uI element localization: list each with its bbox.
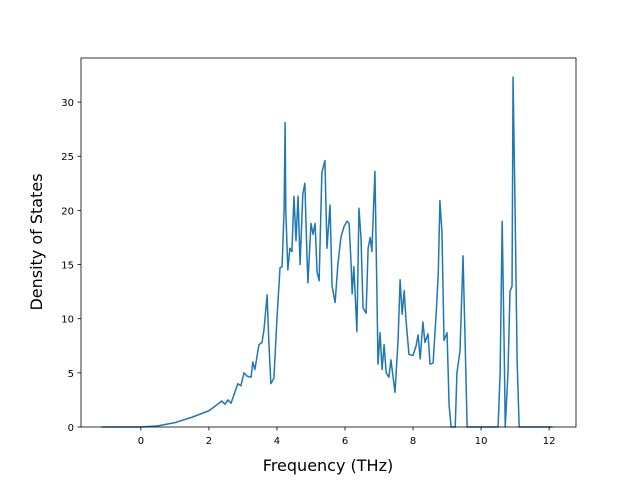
y-tick-label: 10 xyxy=(61,315,74,326)
y-tick-label: 0 xyxy=(68,423,74,434)
line xyxy=(101,76,553,428)
x-tick-label: 12 xyxy=(543,436,556,447)
x-tick-label: 0 xyxy=(138,436,144,447)
y-tick-label: 30 xyxy=(61,98,74,109)
x-tick-label: 4 xyxy=(274,436,280,447)
x-axis-label: Frequency (THz) xyxy=(263,456,393,475)
x-tick-label: 6 xyxy=(342,436,348,447)
x-tick-label: 10 xyxy=(475,436,488,447)
y-axis-label: Density of States xyxy=(27,173,46,310)
y-tick-label: 15 xyxy=(61,261,74,272)
x-tick-label: 8 xyxy=(410,436,416,447)
y-tick-label: 20 xyxy=(61,206,74,217)
x-tick-label: 2 xyxy=(206,436,212,447)
plot-frame xyxy=(80,57,577,428)
y-tick-label: 5 xyxy=(68,369,74,380)
y-tick-label: 25 xyxy=(61,152,74,163)
